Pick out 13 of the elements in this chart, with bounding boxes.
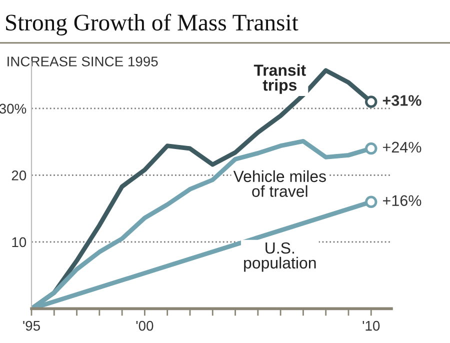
x-tick-label: '10 xyxy=(362,320,380,331)
x-tick-label: '00 xyxy=(136,320,154,331)
y-tick-label: 20 xyxy=(12,170,26,180)
y-axis-title: INCREASE SINCE 1995 xyxy=(8,56,158,66)
chart-title: Strong Growth of Mass Transit xyxy=(6,14,298,36)
y-tick-label: 10 xyxy=(12,237,26,248)
data-label: +31% xyxy=(382,95,422,106)
x-tick-label: '95 xyxy=(23,320,40,331)
data-label: +24% xyxy=(382,142,422,153)
data-label: +16% xyxy=(382,195,422,206)
series-label: U.S. population xyxy=(244,242,316,272)
series-label: Transit trips xyxy=(254,64,306,94)
series-label: Vehicle miles of travel xyxy=(233,170,326,197)
